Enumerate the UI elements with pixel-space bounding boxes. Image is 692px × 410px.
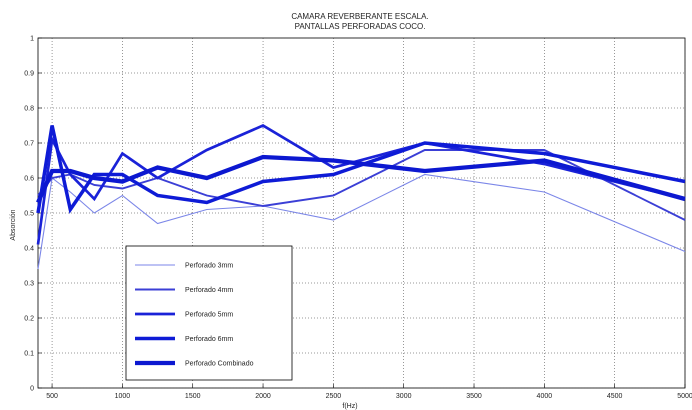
x-tick-label: 2000 [255, 393, 271, 400]
x-axis-label: f(Hz) [342, 403, 357, 410]
y-tick-label: 0.6 [24, 176, 34, 183]
y-tick-label: 0 [30, 386, 34, 393]
x-tick-label: 5000 [677, 393, 692, 400]
x-tick-label: 4000 [537, 393, 553, 400]
y-tick-label: 0.1 [24, 351, 34, 358]
legend-label: Perforado 6mm [185, 336, 233, 343]
series-line [36, 125, 686, 214]
x-tick-label: 4500 [607, 393, 623, 400]
series-line [36, 154, 686, 204]
y-tick-label: 0.9 [24, 71, 34, 78]
y-tick-label: 0.4 [24, 246, 34, 253]
x-tick-label: 1500 [185, 393, 201, 400]
y-axis-label: Absorción [10, 209, 17, 240]
legend-label: Perforado Combinado [185, 361, 254, 368]
y-tick-label: 0.5 [24, 211, 34, 218]
legend-label: Perforado 4mm [185, 287, 233, 294]
legend-label: Perforado 5mm [185, 312, 233, 319]
y-tick-label: 1 [30, 36, 34, 43]
legend-label: Perforado 3mm [185, 263, 233, 270]
x-tick-label: 2500 [326, 393, 342, 400]
axis-ticks: 500 1000 1500 2000 2500 3000 3500 4000 4500 5000 0… [24, 36, 692, 401]
y-tick-label: 0.3 [24, 281, 34, 288]
y-tick-label: 0.2 [24, 316, 34, 323]
y-tick-label: 0.8 [24, 106, 34, 113]
series-lines [36, 123, 686, 270]
x-tick-label: 500 [46, 393, 58, 400]
x-tick-label: 1000 [115, 393, 131, 400]
x-tick-label: 3500 [466, 393, 482, 400]
chart-title: CAMARA REVERBERANTE ESCALA. [291, 12, 428, 21]
x-tick-label: 3000 [396, 393, 412, 400]
series-line [37, 149, 686, 221]
chart-subtitle: PANTALLAS PERFORADAS COCO. [295, 22, 426, 31]
legend: Perforado 3mm Perforado 4mm Perforado 5mm P… [125, 245, 293, 381]
y-tick-label: 0.7 [24, 141, 34, 148]
